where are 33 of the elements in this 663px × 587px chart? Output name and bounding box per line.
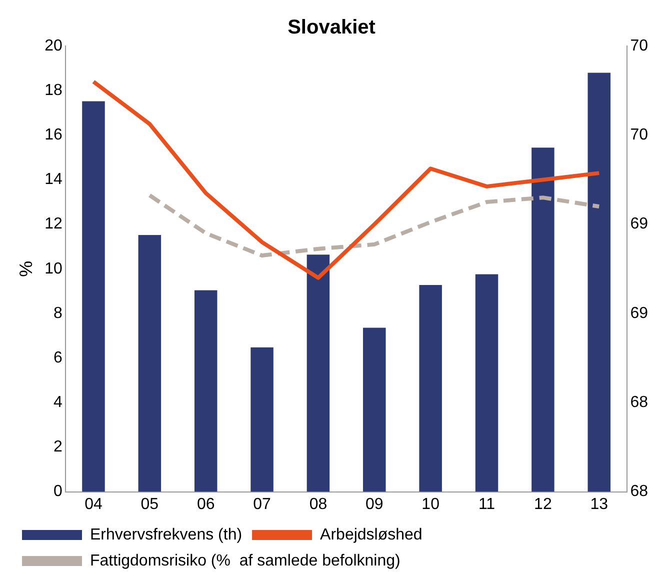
x-tick-label: 08: [309, 496, 328, 513]
y-tick-label: 20: [44, 37, 62, 54]
y2-tick-label: 70: [630, 126, 648, 144]
y-tick-label: 18: [44, 82, 62, 99]
x-tick-label: 13: [590, 496, 608, 513]
y-tick-label: 14: [44, 171, 62, 188]
y-axis-title: %: [16, 260, 36, 277]
y2-tick-label: 68: [630, 483, 648, 500]
x-tick-label: 11: [478, 496, 496, 513]
legend-label: Erhvervsfrekvens (th): [90, 526, 242, 544]
x-tick-label: 10: [422, 496, 440, 513]
x-tick-label: 12: [534, 496, 552, 513]
legend-label: Arbejdsløshed: [320, 526, 422, 544]
y-tick-label: 2: [53, 438, 62, 456]
y-tick-label: 10: [44, 260, 62, 278]
x-tick-label: 06: [196, 496, 215, 513]
y-tick-label: 8: [53, 304, 62, 322]
x-tick-label: 07: [253, 496, 272, 513]
y-tick-label: 4: [53, 394, 62, 412]
y2-tick-label: 68: [630, 394, 648, 412]
x-tick-label: 09: [365, 496, 384, 513]
line-series: [148, 193, 602, 258]
y2-tick-label: 70: [630, 37, 648, 54]
y-tick-label: 0: [53, 483, 62, 500]
legend-label: Fattigdomsrisiko (% af samlede befolkning): [90, 552, 400, 570]
y2-tick-label: 69: [630, 304, 648, 322]
x-tick-label: 05: [140, 496, 159, 513]
x-tick-label: 04: [84, 496, 102, 513]
y-tick-label: 12: [44, 216, 62, 233]
y-tick-label: 6: [53, 349, 62, 366]
chart-title: Slovakiet: [288, 16, 376, 39]
y2-tick-label: 69: [630, 216, 648, 233]
y-tick-label: 16: [44, 126, 62, 144]
